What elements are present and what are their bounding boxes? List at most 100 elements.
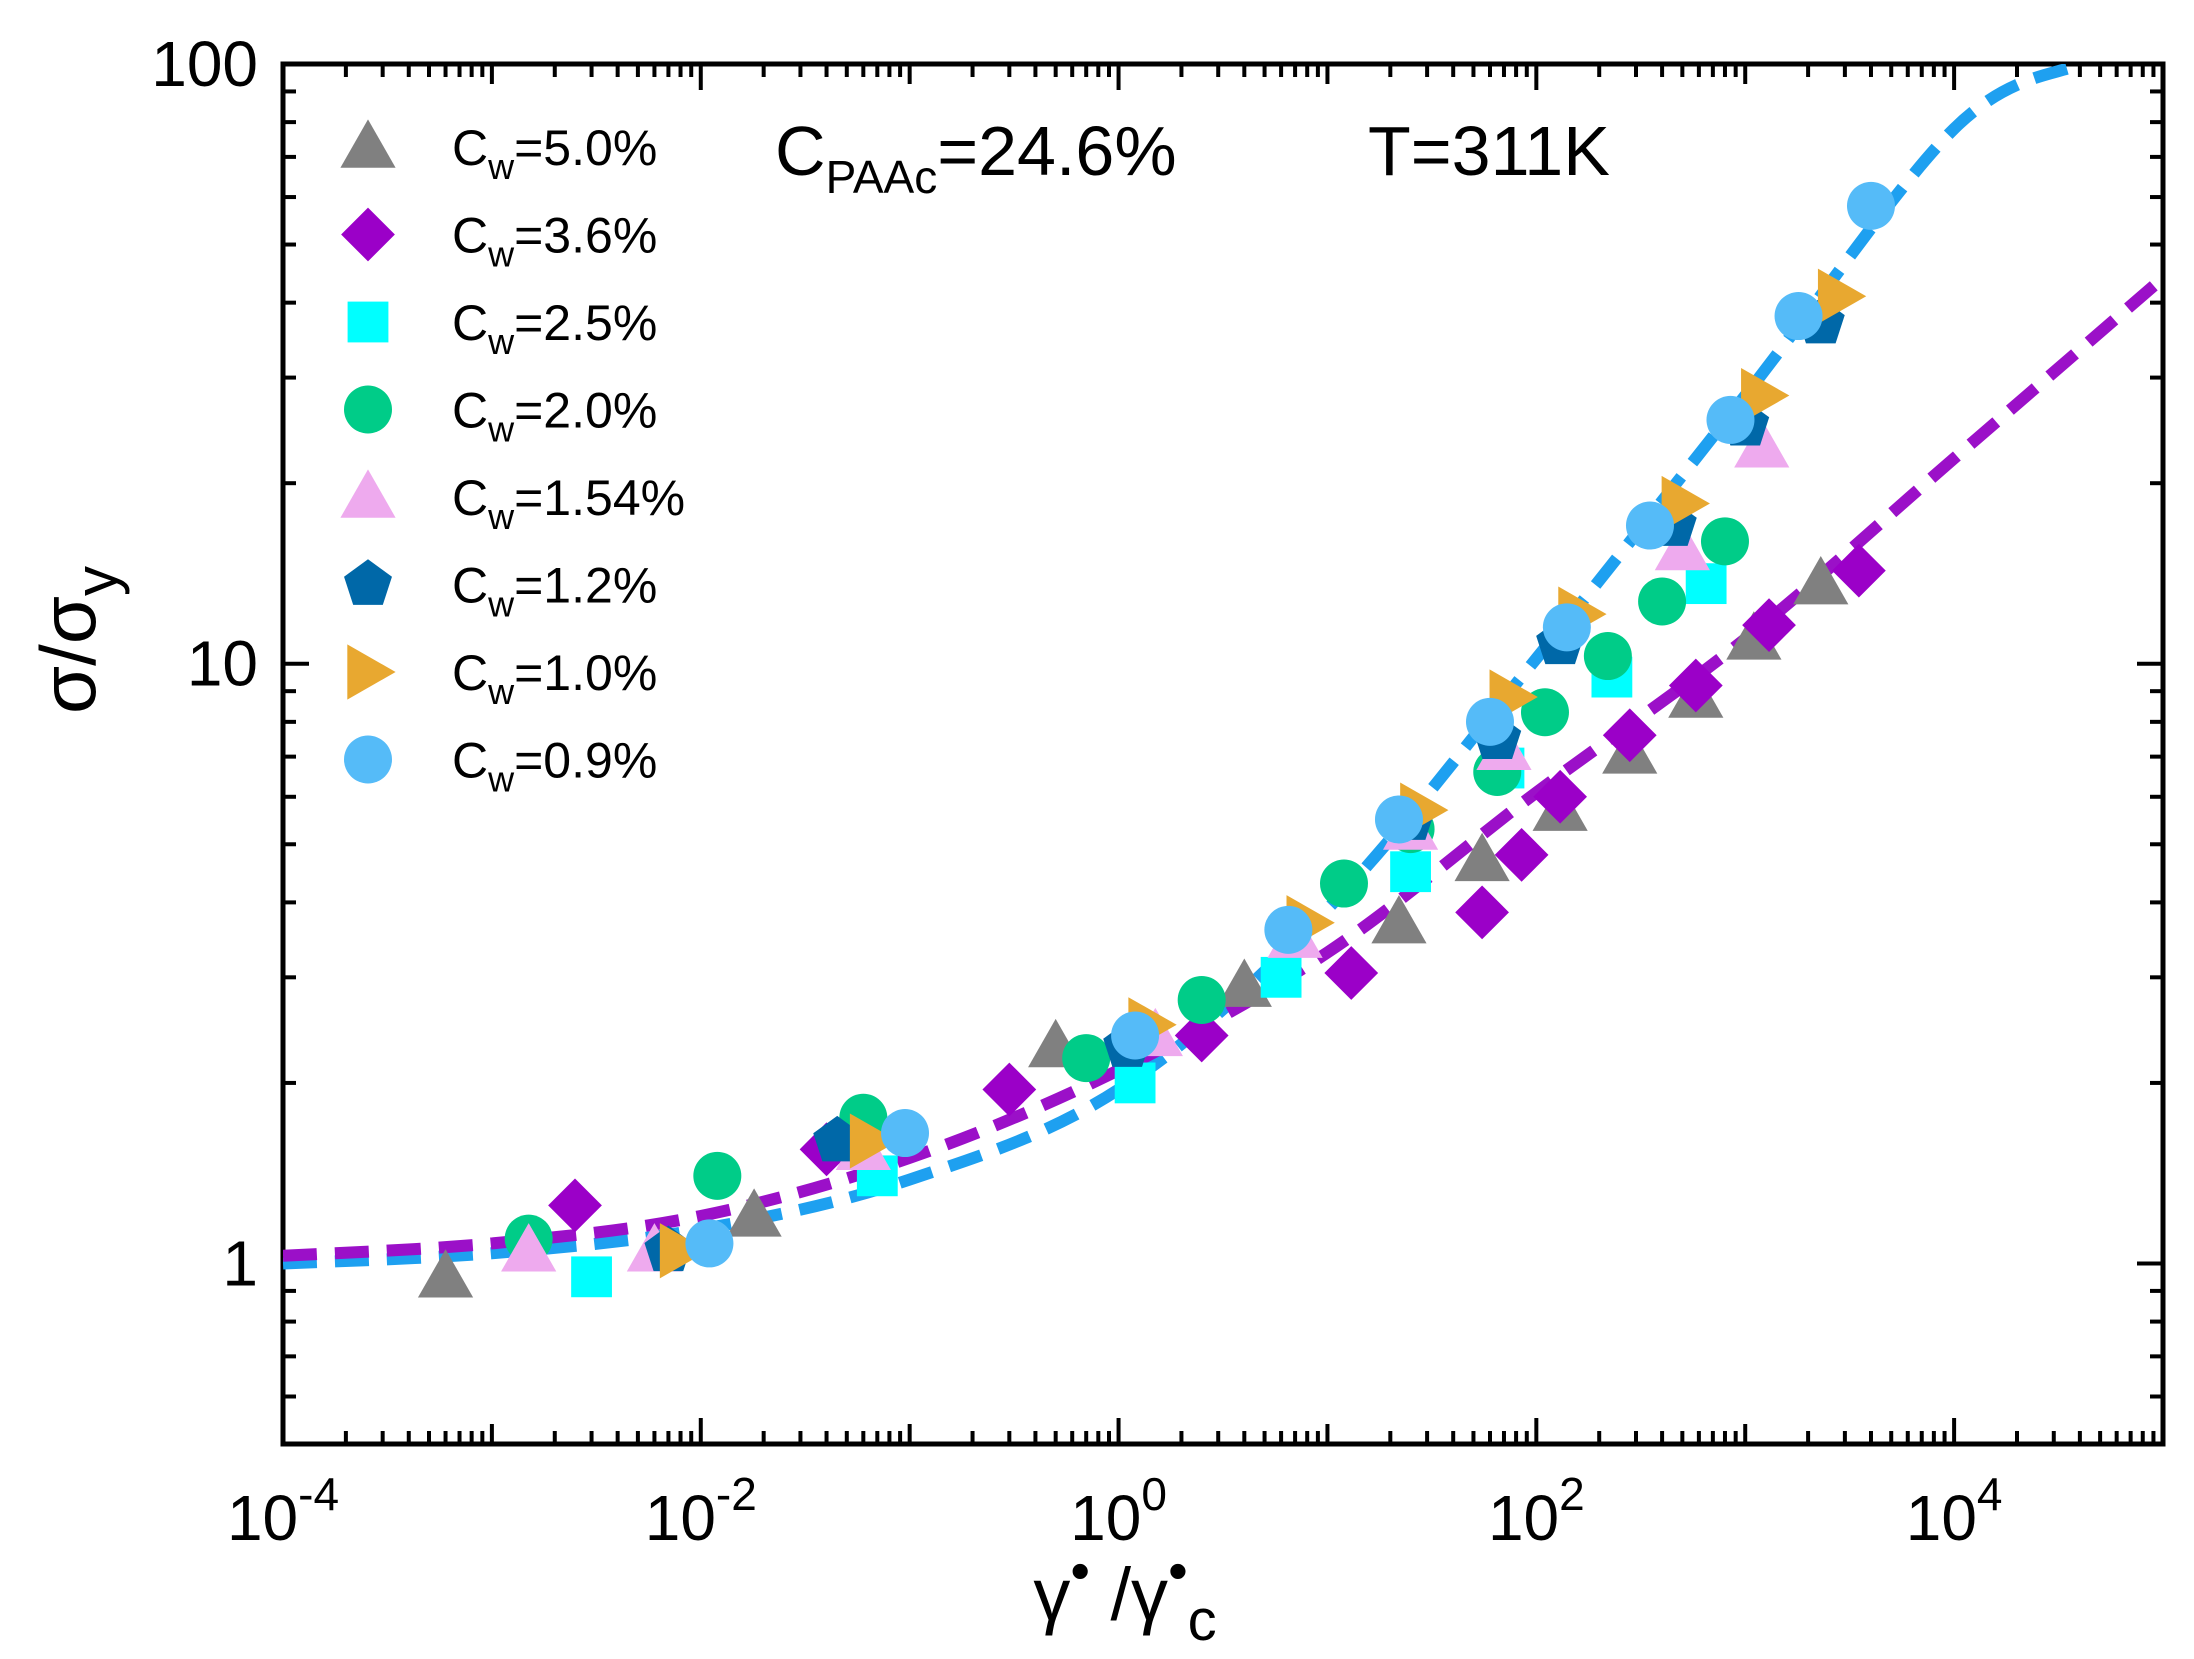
y-axis-title: σ/σy xyxy=(24,566,130,714)
x-tick-label: 100 xyxy=(1070,1468,1167,1554)
data-point xyxy=(1324,946,1379,1000)
legend-marker xyxy=(344,385,392,434)
data-point xyxy=(1216,958,1272,1007)
legend-item: Cw=2.5% xyxy=(347,295,657,362)
legend-label: Cw=5.0% xyxy=(452,120,657,187)
legend-label-rest: =1.2% xyxy=(514,558,657,614)
data-markers xyxy=(417,181,1895,1298)
data-point xyxy=(813,1115,862,1162)
data-point xyxy=(1465,697,1514,746)
legend-label-rest: =2.5% xyxy=(514,295,657,351)
data-point xyxy=(1774,292,1823,341)
data-point xyxy=(417,1249,474,1298)
legend-label-sub: w xyxy=(487,671,515,712)
x-title-sub: c xyxy=(1188,1588,1217,1653)
data-point xyxy=(1654,521,1710,571)
data-point xyxy=(1264,905,1313,954)
series-4 xyxy=(501,419,1790,1272)
plot-frame xyxy=(280,61,2166,1447)
data-point xyxy=(1742,598,1796,652)
data-point xyxy=(1494,828,1549,882)
legend-marker xyxy=(344,559,392,605)
x-tick-exp: 0 xyxy=(1141,1468,1167,1520)
data-point xyxy=(1177,975,1226,1024)
legend-marker xyxy=(340,119,396,168)
data-point xyxy=(849,1113,899,1169)
x-title-dot1: • xyxy=(1070,1539,1090,1602)
y-tick-label: 100 xyxy=(151,28,258,100)
data-point xyxy=(1793,556,1849,605)
x-tick-base: 10 xyxy=(1906,1482,1977,1554)
data-point xyxy=(1390,851,1431,893)
legend: Cw=5.0%Cw=3.6%Cw=2.5%Cw=2.0%Cw=1.54%Cw=1… xyxy=(340,119,685,800)
conc-main: C xyxy=(775,112,826,190)
data-point xyxy=(659,1223,709,1279)
legend-item: Cw=1.54% xyxy=(340,469,685,537)
legend-label-main: C xyxy=(452,120,488,176)
data-point xyxy=(881,1109,930,1158)
legend-marker xyxy=(341,207,395,262)
y-title-main: σ/σ xyxy=(24,596,112,714)
legend-label-sub: w xyxy=(487,409,515,450)
data-point xyxy=(1700,517,1749,566)
legend-label-main: C xyxy=(452,295,488,351)
data-point xyxy=(1114,1062,1156,1104)
legend-label-rest: =5.0% xyxy=(514,120,657,176)
legend-label-rest: =3.6% xyxy=(514,208,657,264)
legend-label-sub: w xyxy=(487,759,515,800)
legend-item: Cw=3.6% xyxy=(341,208,657,275)
series-2 xyxy=(571,563,1727,1298)
data-point xyxy=(1319,859,1368,908)
data-point xyxy=(1454,832,1510,882)
legend-label-sub: w xyxy=(487,321,515,362)
legend-label: Cw=3.6% xyxy=(452,208,657,275)
data-point xyxy=(1260,956,1302,998)
x-tick-label: 102 xyxy=(1488,1468,1585,1554)
fit-purple xyxy=(283,273,2163,1262)
legend-item: Cw=0.9% xyxy=(344,733,657,800)
concentration-annotation: CPAAc=24.6% xyxy=(775,112,1177,203)
data-point xyxy=(1455,885,1509,940)
legend-label-rest: =2.0% xyxy=(514,383,657,439)
legend-label: Cw=2.5% xyxy=(452,295,657,362)
data-point xyxy=(1374,795,1423,844)
data-point xyxy=(1817,268,1867,324)
data-point xyxy=(1734,419,1790,468)
data-point xyxy=(1583,632,1632,681)
x-tick-label: 10-2 xyxy=(645,1468,757,1554)
legend-marker xyxy=(340,469,396,518)
data-point xyxy=(1625,501,1674,550)
x-tick-exp: -2 xyxy=(716,1468,757,1520)
legend-label-main: C xyxy=(452,645,488,701)
legend-label-main: C xyxy=(452,733,488,789)
data-point xyxy=(1062,1034,1111,1083)
series-7 xyxy=(685,181,1895,1268)
x-tick-exp: -4 xyxy=(298,1468,339,1520)
legend-label: Cw=1.54% xyxy=(452,470,685,537)
legend-label-main: C xyxy=(452,558,488,614)
data-point xyxy=(1706,395,1755,444)
data-point xyxy=(1542,603,1591,652)
temperature-annotation: T=311K xyxy=(1368,112,1610,190)
x-axis-title: γ• /γ•c xyxy=(1033,1539,1216,1653)
x-tick-base: 10 xyxy=(645,1482,716,1554)
data-point xyxy=(1831,543,1886,598)
data-point xyxy=(693,1151,742,1200)
legend-label-rest: =1.0% xyxy=(514,645,657,701)
legend-item: Cw=2.0% xyxy=(344,383,657,450)
x-tick-base: 10 xyxy=(1488,1482,1559,1554)
data-point xyxy=(1741,367,1790,424)
data-point xyxy=(1111,1011,1160,1060)
legend-marker xyxy=(347,644,396,700)
data-point xyxy=(1174,1008,1229,1063)
legend-label-rest: =1.54% xyxy=(514,470,685,526)
legend-label: Cw=1.0% xyxy=(452,645,657,712)
data-point xyxy=(548,1178,602,1233)
legend-label-sub: w xyxy=(487,234,515,275)
data-point xyxy=(1533,769,1588,824)
x-tick-label: 10-4 xyxy=(227,1468,339,1554)
x-tick-labels: 10-4 10-2 100 102 104 xyxy=(227,1468,2003,1554)
y-tick-label: 1 xyxy=(222,1227,258,1299)
data-point xyxy=(501,1223,557,1272)
